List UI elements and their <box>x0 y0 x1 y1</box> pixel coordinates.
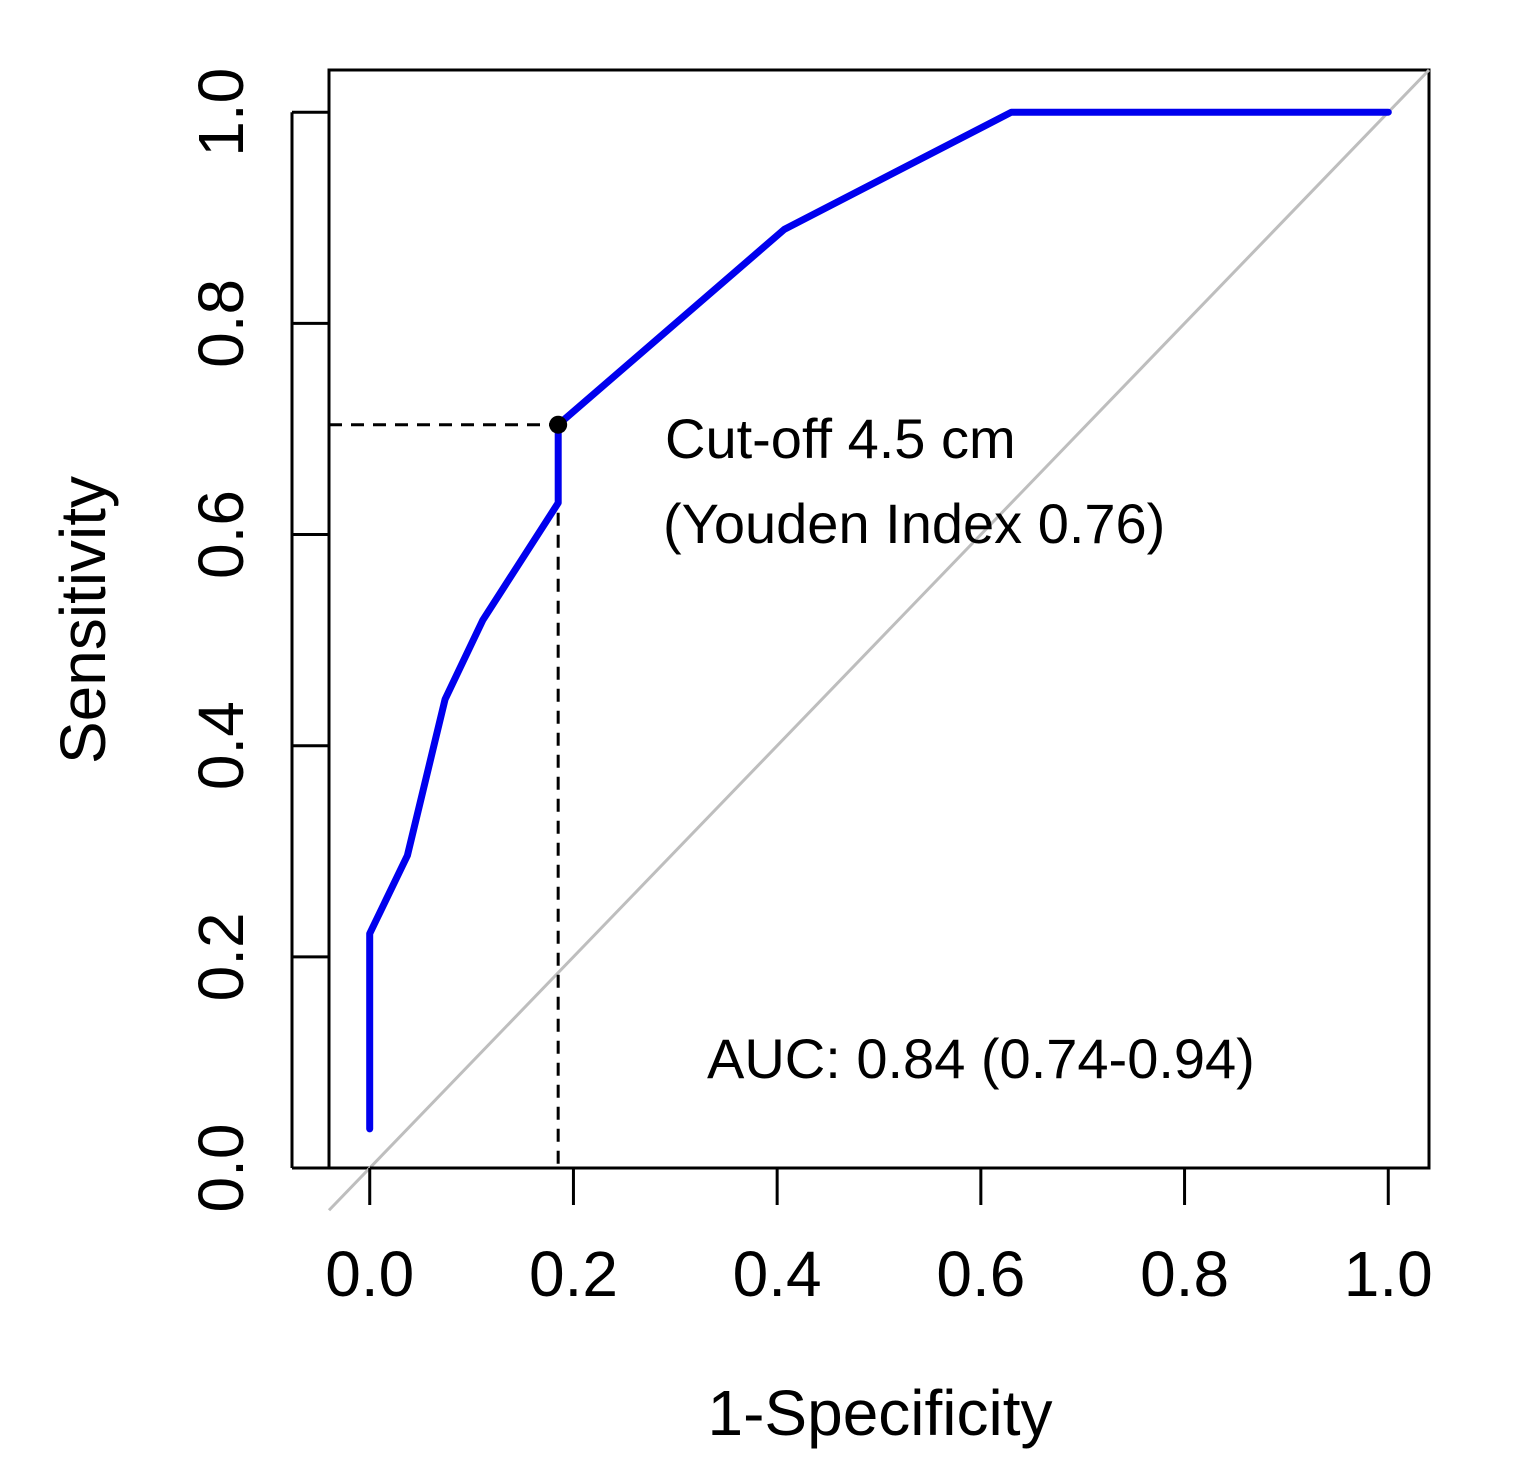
y-tick-label: 0.2 <box>185 912 257 1001</box>
x-tick-label: 0.6 <box>936 1238 1025 1310</box>
y-axis-title: Sensitivity <box>47 476 119 764</box>
y-tick-label: 0.0 <box>185 1124 257 1213</box>
cutoff-guides-layer <box>329 423 560 1168</box>
auc-annotation: AUC: 0.84 (0.74-0.94) <box>707 1027 1255 1090</box>
y-tick-label: 0.4 <box>185 701 257 790</box>
roc-curve-line <box>366 108 1392 1133</box>
x-axis-title: 1-Specificity <box>708 1377 1053 1449</box>
plot-frame <box>327 68 1431 1170</box>
series-layer <box>366 108 1392 1133</box>
cutoff-point <box>549 415 568 434</box>
x-tick-label: 0.0 <box>325 1238 414 1310</box>
y-tick-label: 0.8 <box>185 279 257 368</box>
y-axis: 0.0 0.2 0.4 0.6 0.8 1.0 <box>185 68 329 1213</box>
x-tick-label: 0.8 <box>1140 1238 1229 1310</box>
reference-diagonal-line <box>327 68 1431 1212</box>
x-tick-label: 0.4 <box>733 1238 822 1310</box>
x-tick-label: 1.0 <box>1344 1238 1433 1310</box>
x-tick-label: 0.2 <box>529 1238 618 1310</box>
cutoff-annotation-line1: Cut-off 4.5 cm <box>665 407 1016 470</box>
y-tick-label: 0.6 <box>185 490 257 579</box>
cutoff-annotation-line2: (Youden Index 0.76) <box>663 492 1165 555</box>
x-axis: 0.0 0.2 0.4 0.6 0.8 1.0 <box>325 1166 1433 1310</box>
reference-diagonal-layer <box>327 68 1431 1212</box>
y-tick-label: 1.0 <box>185 68 257 157</box>
